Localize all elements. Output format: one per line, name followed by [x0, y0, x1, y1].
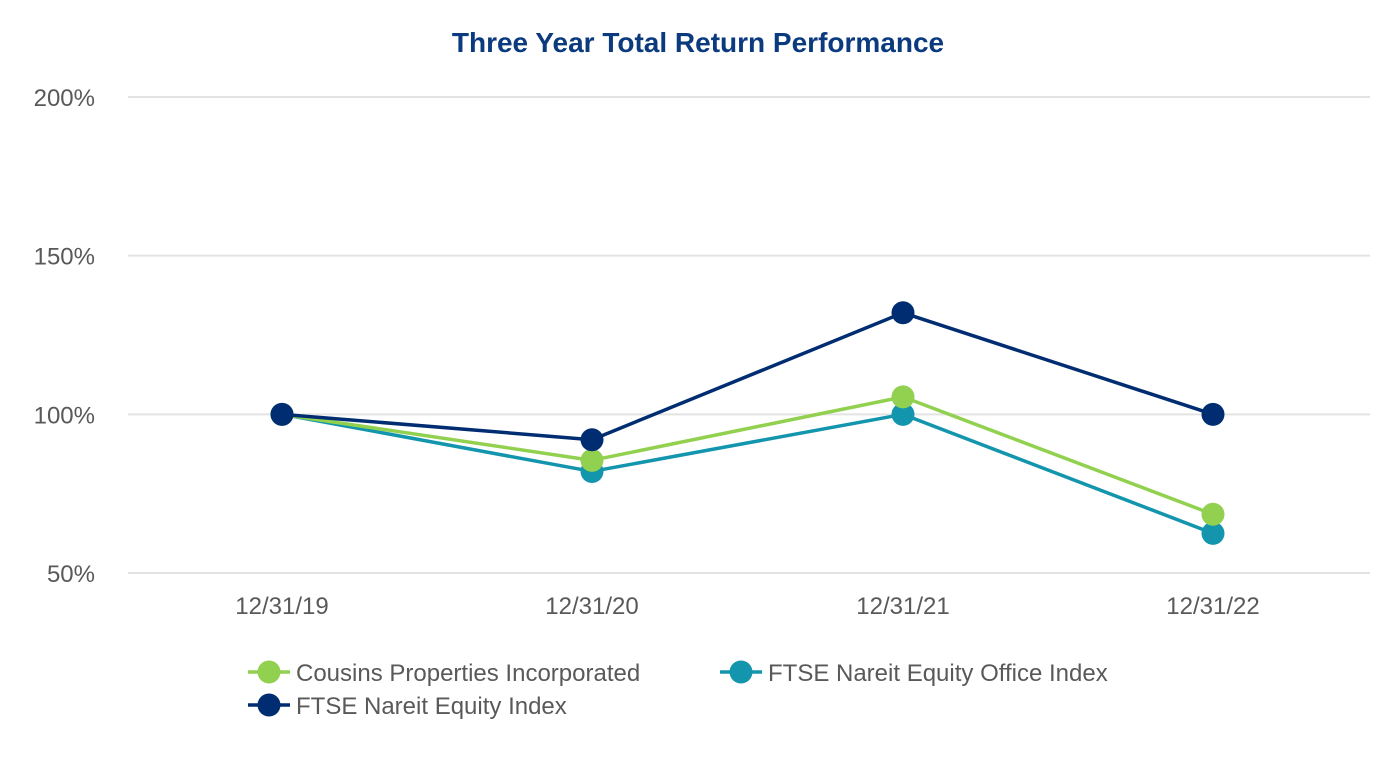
- data-point: [891, 385, 915, 409]
- data-point: [580, 428, 604, 452]
- y-tick-label: 150%: [34, 244, 95, 271]
- legend-entry: Cousins Properties Incorporated: [248, 660, 640, 687]
- x-tick-label: 12/31/20: [545, 593, 638, 620]
- data-point: [891, 301, 915, 325]
- legend-entry: FTSE Nareit Equity Office Index: [720, 660, 1108, 687]
- chart-title: Three Year Total Return Performance: [452, 27, 944, 58]
- series-line: [281, 395, 1214, 516]
- gridlines: [128, 96, 1370, 574]
- data-point: [1201, 502, 1225, 526]
- data-point: [580, 448, 604, 472]
- x-tick-label: 12/31/21: [856, 593, 949, 620]
- y-axis-ticks: 50% 100% 150% 200%: [34, 85, 95, 588]
- y-tick-label: 100%: [34, 402, 95, 429]
- legend-label: Cousins Properties Incorporated: [296, 660, 640, 687]
- legend-label: FTSE Nareit Equity Office Index: [768, 660, 1108, 687]
- legend: Cousins Properties Incorporated FTSE Nare…: [248, 660, 1108, 720]
- series-lines: [270, 301, 1225, 545]
- data-point: [1201, 521, 1225, 545]
- legend-swatch-marker: [729, 660, 753, 684]
- legend-swatch-marker: [257, 660, 281, 684]
- series-2: [270, 301, 1225, 452]
- y-tick-label: 50%: [47, 561, 95, 588]
- legend-swatch-marker: [257, 693, 281, 717]
- data-point: [1201, 402, 1225, 426]
- series-line: [281, 311, 1214, 442]
- y-tick-label: 200%: [34, 85, 95, 112]
- legend-label: FTSE Nareit Equity Index: [296, 693, 567, 720]
- x-tick-label: 12/31/22: [1166, 593, 1259, 620]
- data-point: [270, 402, 294, 426]
- series-line: [281, 412, 1214, 535]
- x-tick-label: 12/31/19: [235, 593, 328, 620]
- legend-entry: FTSE Nareit Equity Index: [248, 693, 567, 720]
- x-axis-ticks: 12/31/19 12/31/20 12/31/21 12/31/22: [235, 593, 1259, 620]
- data-point: [891, 402, 915, 426]
- series-0: [270, 385, 1225, 526]
